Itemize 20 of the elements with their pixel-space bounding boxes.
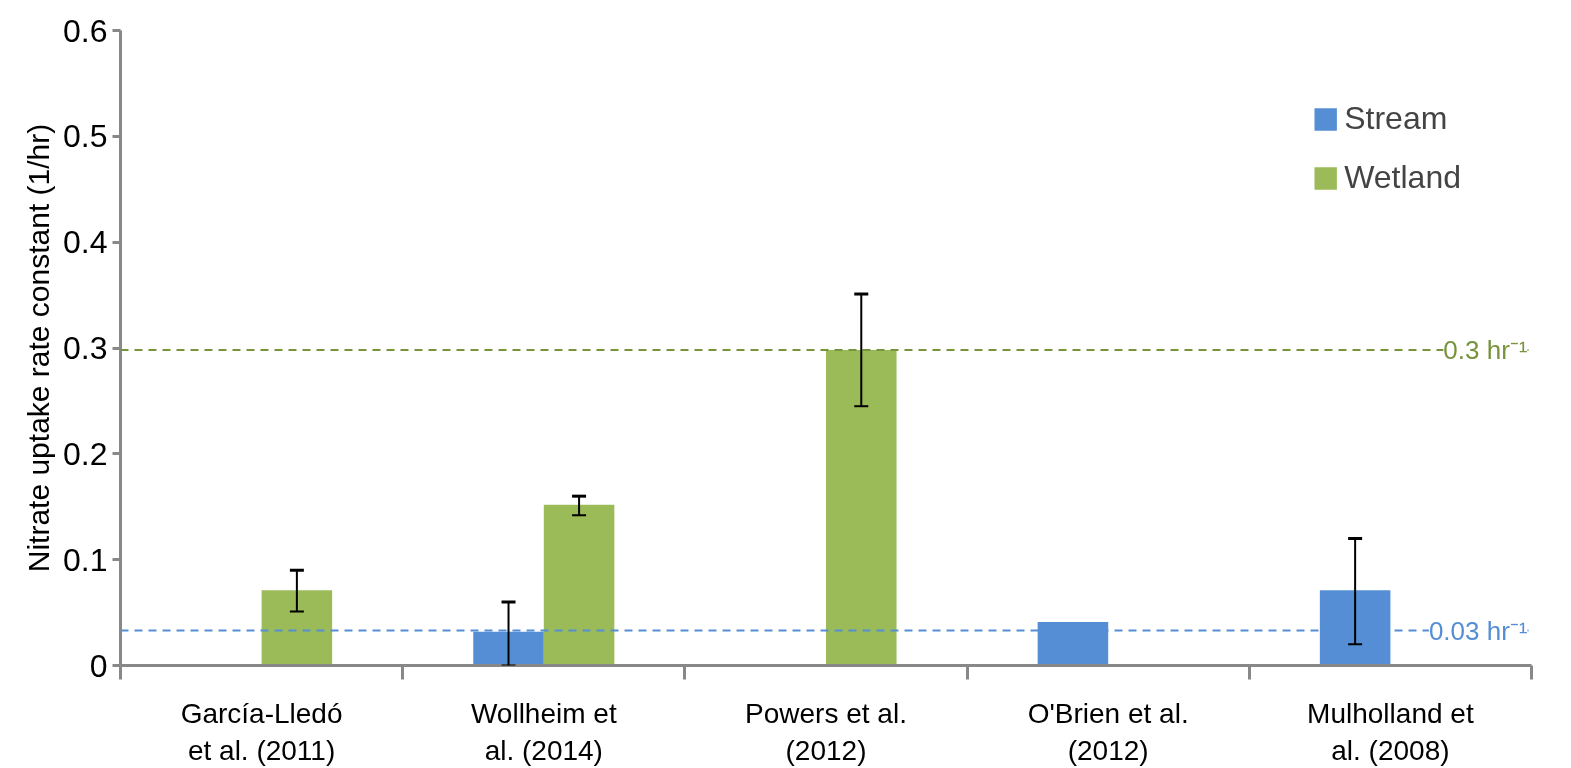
y-tick-label: 0.3: [63, 330, 108, 366]
x-tick-label: O'Brien et al. (2012): [1027, 697, 1189, 766]
y-tick-label: 0: [89, 647, 108, 684]
bar: [826, 350, 897, 666]
x-tick-label: Mulholland et al. (2008): [1307, 697, 1474, 766]
x-tick-label: Powers et al. (2012): [745, 697, 907, 766]
y-tick-label: 0.6: [63, 12, 108, 49]
y-axis-title: Nitrate uptake rate constant (1/hr): [22, 123, 56, 573]
y-tick-label: 0.2: [63, 435, 108, 472]
legend-label: Stream: [1344, 100, 1448, 137]
bar: [261, 590, 333, 666]
ref-line-label: 0.03 hr⁻¹: [1428, 615, 1528, 646]
x-tick-label: Wollheim et al. (2014): [470, 697, 617, 766]
y-tick-label: 0.4: [63, 224, 108, 261]
ref-line-label: 0.3 hr⁻¹: [1443, 335, 1528, 366]
y-tick-label: 0.5: [63, 118, 108, 155]
x-tick-label: García-Lledó et al. (2011): [180, 697, 343, 766]
y-tick-label: 0.1: [63, 541, 108, 578]
bar: [543, 504, 615, 666]
legend-label: Wetland: [1344, 159, 1461, 196]
